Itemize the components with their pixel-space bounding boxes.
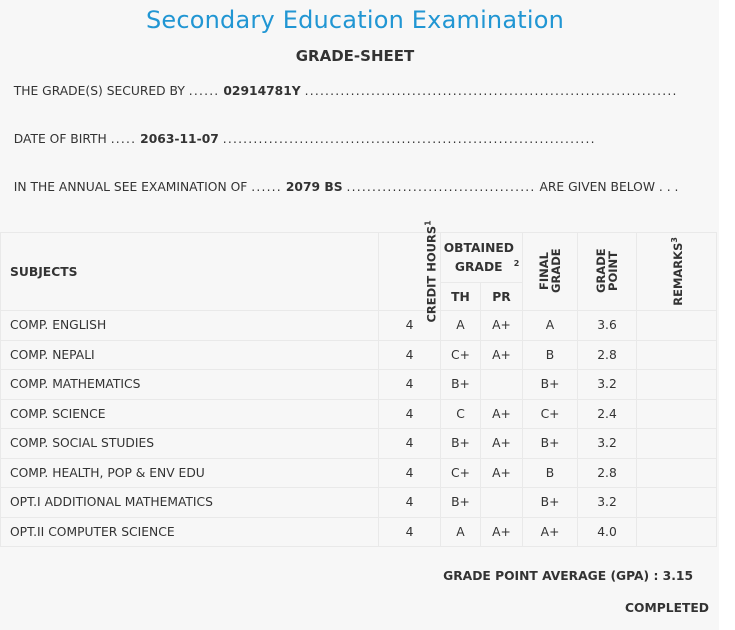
remarks-cell: [636, 398, 718, 429]
final-cell: A: [522, 310, 579, 341]
subject-cell: COMP. HEALTH, POP & ENV EDU: [0, 457, 379, 488]
subject-cell: COMP. NEPALI: [0, 339, 379, 370]
symbol-number: 02914781Y: [223, 84, 301, 98]
gp-cell: 3.2: [577, 428, 638, 459]
pr-cell: A+: [479, 339, 524, 370]
status-badge: COMPLETED: [625, 601, 709, 615]
table-row: COMP. HEALTH, POP & ENV EDU 4 C+ A+ B 2.…: [0, 457, 718, 488]
gpa-value: 3.15: [662, 569, 693, 583]
gp-cell: 2.8: [577, 339, 638, 370]
remarks-cell: [636, 310, 718, 341]
final-cell: B+: [522, 487, 579, 518]
page-margin: [719, 0, 735, 630]
table-row: OPT.II COMPUTER SCIENCE 4 A A+ A+ 4.0: [0, 516, 718, 547]
th-cell: B+: [440, 428, 481, 459]
final-cell: B+: [522, 369, 579, 400]
credit-cell: 4: [378, 398, 441, 429]
subjects-header: SUBJECTS: [0, 232, 379, 311]
credit-hours-label: CREDIT HOURS: [424, 225, 439, 323]
page-title: Secondary Education Examination: [145, 6, 565, 34]
grades-table: SUBJECTS CREDIT HOURS1 OBTAINED GRADE 2 F…: [0, 220, 718, 547]
gpa-line: GRADE POINT AVERAGE (GPA) : 3.15: [443, 569, 693, 583]
remarks-cell: [636, 516, 718, 547]
obtained-footnote: 2: [513, 258, 520, 268]
pr-cell: A+: [479, 428, 524, 459]
exam-line: IN THE ANNUAL SEE EXAMINATION OF ...... …: [13, 180, 679, 194]
secured-by-line: THE GRADE(S) SECURED BY ...... 02914781Y…: [13, 84, 678, 98]
final-cell: A+: [522, 516, 579, 547]
th-cell: B+: [440, 369, 481, 400]
table-row: COMP. MATHEMATICS 4 B+ B+ 3.2: [0, 369, 718, 400]
pr-cell: A+: [479, 310, 524, 341]
table-row: COMP. SCIENCE 4 C A+ C+ 2.4: [0, 398, 718, 429]
subject-cell: COMP. MATHEMATICS: [0, 369, 379, 400]
remarks-label: REMARKS: [670, 242, 685, 306]
obtained-grade-label: OBTAINED GRADE: [443, 240, 514, 274]
gp-cell: 3.2: [577, 369, 638, 400]
dob-value: 2063-11-07: [140, 132, 219, 146]
exam-year: 2079 BS: [285, 180, 343, 194]
final-cell: B: [522, 339, 579, 370]
credit-cell: 4: [378, 516, 441, 547]
pr-cell: A+: [479, 457, 524, 488]
pr-cell: A+: [479, 516, 524, 547]
remarks-cell: [636, 369, 718, 400]
th-cell: C: [440, 398, 481, 429]
dob-line: DATE OF BIRTH ..... 2063-11-07 .........…: [13, 132, 596, 146]
credit-cell: 4: [378, 339, 441, 370]
remarks-cell: [636, 457, 718, 488]
remarks-footnote: 3: [670, 236, 680, 243]
credit-footnote: 1: [423, 219, 433, 226]
credit-hours-header: CREDIT HOURS1: [378, 220, 441, 322]
remarks-cell: [636, 487, 718, 518]
gp-cell: 4.0: [577, 516, 638, 547]
credit-cell: 4: [378, 369, 441, 400]
final-grade-label: FINAL GRADE: [537, 248, 564, 293]
pr-cell: [479, 369, 524, 400]
th-cell: B+: [440, 487, 481, 518]
th-cell: C+: [440, 339, 481, 370]
pr-cell: A+: [479, 398, 524, 429]
credit-cell: 4: [378, 428, 441, 459]
pr-header: PR: [479, 282, 524, 311]
th-cell: C+: [440, 457, 481, 488]
subject-cell: COMP. SCIENCE: [0, 398, 379, 429]
gpa-label: GRADE POINT AVERAGE (GPA) :: [443, 569, 659, 583]
pr-cell: [479, 487, 524, 518]
gp-cell: 3.6: [577, 310, 638, 341]
table-row: COMP. NEPALI 4 C+ A+ B 2.8: [0, 339, 718, 370]
remarks-header: REMARKS3: [636, 232, 718, 311]
remarks-cell: [636, 339, 718, 370]
gp-cell: 2.4: [577, 398, 638, 429]
gp-cell: 3.2: [577, 487, 638, 518]
secured-by-label: THE GRADE(S) SECURED BY: [13, 84, 185, 98]
credit-cell: 4: [378, 487, 441, 518]
table-row: COMP. SOCIAL STUDIES 4 B+ A+ B+ 3.2: [0, 428, 718, 459]
obtained-grade-header: OBTAINED GRADE 2: [439, 232, 524, 283]
exam-label: IN THE ANNUAL SEE EXAMINATION OF: [13, 180, 248, 194]
grade-point-header: GRADE POINT: [577, 232, 638, 311]
exam-suffix: ARE GIVEN BELOW . . .: [539, 180, 679, 194]
dob-label: DATE OF BIRTH: [13, 132, 107, 146]
credit-cell: 4: [378, 457, 441, 488]
final-cell: B+: [522, 428, 579, 459]
subject-cell: OPT.II COMPUTER SCIENCE: [0, 516, 379, 547]
th-cell: A: [440, 310, 481, 341]
final-cell: B: [522, 457, 579, 488]
th-header: TH: [440, 282, 481, 311]
remarks-cell: [636, 428, 718, 459]
subject-cell: COMP. ENGLISH: [0, 310, 379, 341]
table-row: OPT.I ADDITIONAL MATHEMATICS 4 B+ B+ 3.2: [0, 487, 718, 518]
final-cell: C+: [522, 398, 579, 429]
gp-cell: 2.8: [577, 457, 638, 488]
page-subtitle: GRADE-SHEET: [295, 47, 415, 65]
subject-cell: COMP. SOCIAL STUDIES: [0, 428, 379, 459]
subject-cell: OPT.I ADDITIONAL MATHEMATICS: [0, 487, 379, 518]
th-cell: A: [440, 516, 481, 547]
grade-point-label: GRADE POINT: [594, 248, 621, 293]
grade-sheet: Secondary Education Examination GRADE-SH…: [0, 6, 718, 615]
table-row: COMP. ENGLISH 4 A A+ A 3.6: [0, 310, 718, 341]
final-grade-header: FINAL GRADE: [522, 232, 579, 311]
